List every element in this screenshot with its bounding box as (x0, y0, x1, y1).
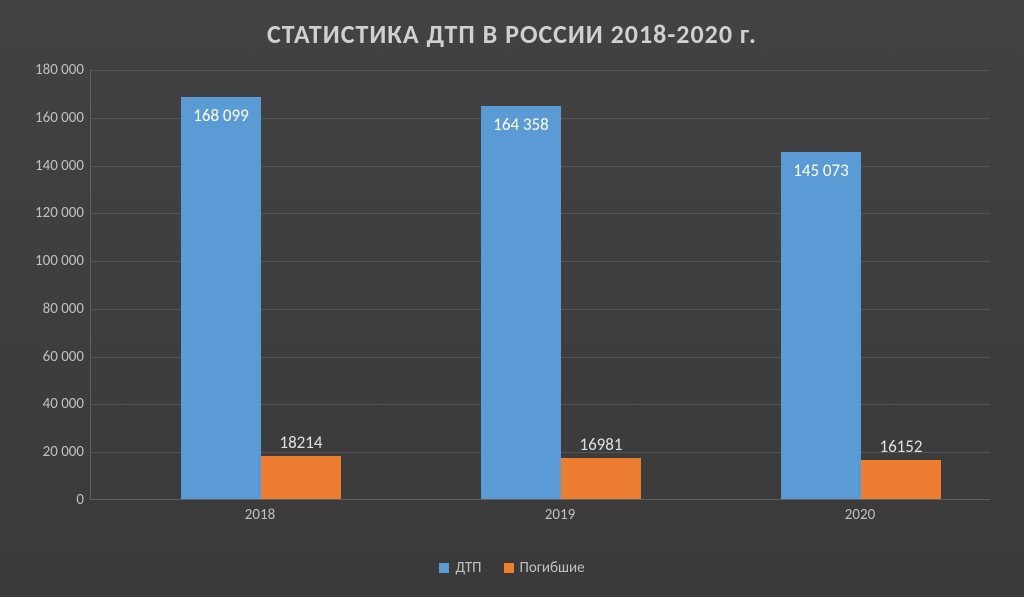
legend-label-1: Погибшие (520, 559, 585, 577)
chart-title: СТАТИСТИКА ДТП В РОССИИ 2018-2020 г. (0, 18, 1024, 50)
legend-label-0: ДТП (455, 559, 481, 577)
legend: ДТП Погибшие (0, 559, 1024, 577)
bar-label: 16152 (879, 436, 922, 457)
y-tick-label: 160 000 (24, 109, 84, 127)
bar-Погибшие-2019: 16981 (561, 458, 641, 499)
y-tick-label: 100 000 (24, 252, 84, 270)
y-tick-label: 80 000 (24, 300, 84, 318)
legend-swatch-0 (439, 563, 449, 573)
y-tick-label: 180 000 (24, 61, 84, 79)
legend-item-series-0: ДТП (439, 559, 481, 577)
y-tick-label: 40 000 (24, 395, 84, 413)
bar-label: 145 073 (793, 160, 849, 181)
legend-swatch-1 (504, 563, 514, 573)
y-tick-label: 140 000 (24, 157, 84, 175)
y-tick-label: 20 000 (24, 443, 84, 461)
bar-label: 18214 (279, 432, 322, 453)
y-tick-label: 60 000 (24, 348, 84, 366)
plot-area: 168 099 18214 164 358 16981 145 073 16152 (90, 70, 990, 500)
x-tick-label: 2020 (845, 506, 875, 524)
y-tick-label: 0 (24, 491, 84, 509)
chart-container: СТАТИСТИКА ДТП В РОССИИ 2018-2020 г. 168… (0, 0, 1024, 597)
x-tick-label: 2019 (545, 506, 575, 524)
bar-label: 168 099 (193, 105, 249, 126)
x-tick-label: 2018 (245, 506, 275, 524)
bar-label: 16981 (579, 434, 622, 455)
bar-ДТП-2020: 145 073 (781, 152, 861, 499)
y-tick-label: 120 000 (24, 204, 84, 222)
bar-Погибшие-2018: 18214 (261, 456, 341, 500)
bar-label: 164 358 (493, 114, 549, 135)
bar-Погибшие-2020: 16152 (861, 460, 941, 499)
bar-ДТП-2018: 168 099 (181, 97, 261, 499)
legend-item-series-1: Погибшие (504, 559, 585, 577)
gridline (91, 70, 990, 71)
bar-ДТП-2019: 164 358 (481, 106, 561, 499)
